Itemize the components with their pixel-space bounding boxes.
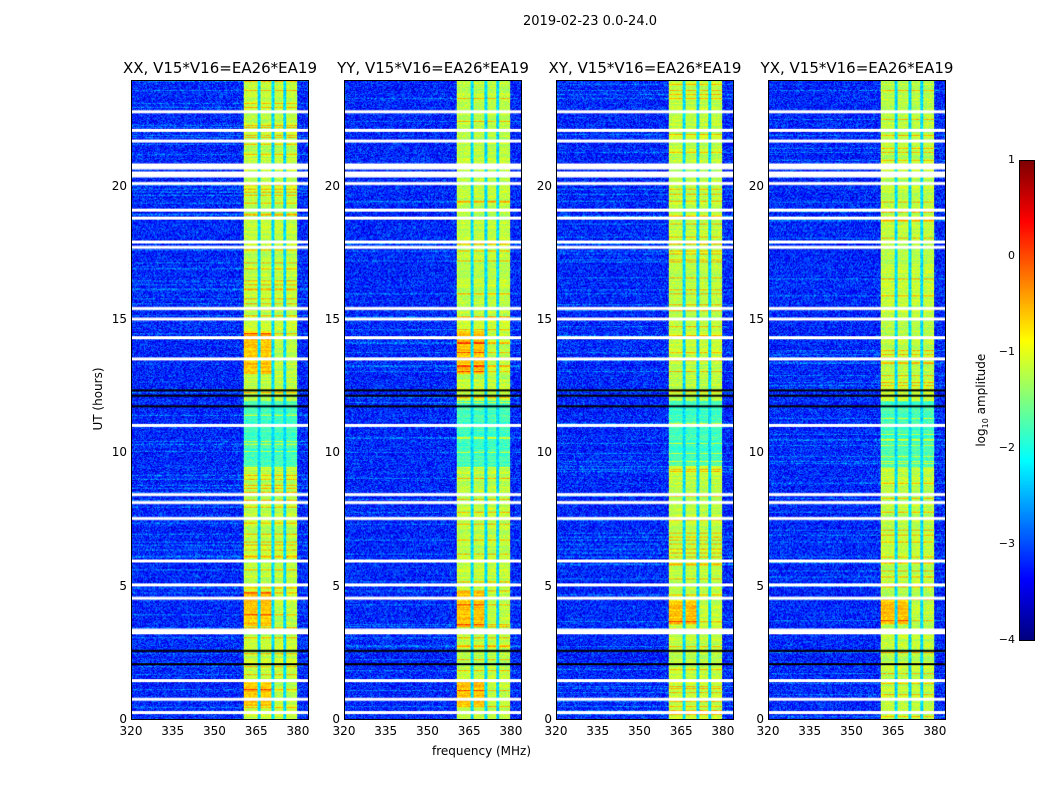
y-tick-label: 0 bbox=[756, 712, 764, 726]
x-tick-label: 335 bbox=[374, 724, 398, 738]
y-tick-label: 15 bbox=[324, 312, 340, 326]
x-tick-label: 365 bbox=[669, 724, 693, 738]
x-tick-label: 380 bbox=[499, 724, 523, 738]
x-tick-label: 365 bbox=[244, 724, 268, 738]
y-tick-label: 5 bbox=[332, 578, 340, 593]
x-tick-label: 350 bbox=[202, 724, 226, 738]
colorbar-tick-label: −1 bbox=[998, 345, 1015, 358]
panel-title: YX, V15*V16=EA26*EA19 bbox=[760, 59, 954, 77]
y-tick-label: 0 bbox=[332, 712, 340, 726]
y-tick-label: 15 bbox=[536, 312, 552, 326]
x-axis-label: frequency (MHz) bbox=[432, 744, 532, 758]
y-tick-label: 15 bbox=[748, 312, 764, 326]
y-axis-label: UT (hours) bbox=[91, 367, 105, 431]
x-tick-label: 320 bbox=[119, 724, 143, 738]
y-tick-label: 5 bbox=[756, 578, 764, 593]
x-tick-label: 365 bbox=[881, 724, 905, 738]
colorbar-tick-label: −2 bbox=[998, 441, 1015, 454]
colorbar-tick-label: 0 bbox=[1008, 249, 1015, 262]
x-tick-label: 380 bbox=[711, 724, 735, 738]
x-tick-label: 350 bbox=[415, 724, 439, 738]
y-tick-label: 10 bbox=[748, 445, 764, 460]
colorbar-tick-label: −3 bbox=[998, 537, 1015, 550]
x-tick-label: 335 bbox=[586, 724, 610, 738]
x-tick-label: 320 bbox=[332, 724, 356, 738]
panel-title: XY, V15*V16=EA26*EA19 bbox=[548, 59, 742, 77]
colorbar-label: log10 amplitude bbox=[973, 353, 991, 447]
y-tick-label: 0 bbox=[544, 712, 552, 726]
y-tick-label: 20 bbox=[536, 178, 552, 193]
heatmap-yy bbox=[344, 80, 522, 720]
colorbar-tick-label: 1 bbox=[1008, 153, 1015, 166]
x-tick-label: 350 bbox=[839, 724, 863, 738]
x-tick-label: 380 bbox=[923, 724, 947, 738]
y-tick-label: 20 bbox=[111, 178, 127, 193]
heatmap-xx bbox=[131, 80, 309, 720]
panel-title: YY, V15*V16=EA26*EA19 bbox=[337, 59, 529, 77]
y-tick-label: 15 bbox=[111, 312, 127, 326]
x-tick-label: 320 bbox=[544, 724, 568, 738]
y-tick-label: 10 bbox=[111, 445, 127, 460]
y-tick-label: 0 bbox=[119, 712, 127, 726]
x-tick-label: 350 bbox=[627, 724, 651, 738]
y-tick-label: 10 bbox=[324, 445, 340, 460]
heatmap-xy bbox=[556, 80, 734, 720]
heatmap-yx bbox=[768, 80, 946, 720]
colorbar bbox=[1019, 160, 1035, 641]
x-tick-label: 365 bbox=[457, 724, 481, 738]
y-tick-label: 20 bbox=[748, 178, 764, 193]
x-tick-label: 335 bbox=[798, 724, 822, 738]
colorbar-tick-label: −4 bbox=[998, 633, 1015, 646]
y-tick-label: 20 bbox=[324, 178, 340, 193]
figure-title: 2019-02-23 0.0-24.0 bbox=[523, 14, 657, 29]
x-tick-label: 380 bbox=[286, 724, 310, 738]
panel-title: XX, V15*V16=EA26*EA19 bbox=[122, 59, 317, 77]
y-tick-label: 10 bbox=[536, 445, 552, 460]
x-tick-label: 320 bbox=[756, 724, 780, 738]
y-tick-label: 5 bbox=[119, 578, 127, 593]
y-tick-label: 5 bbox=[544, 578, 552, 593]
x-tick-label: 335 bbox=[161, 724, 185, 738]
